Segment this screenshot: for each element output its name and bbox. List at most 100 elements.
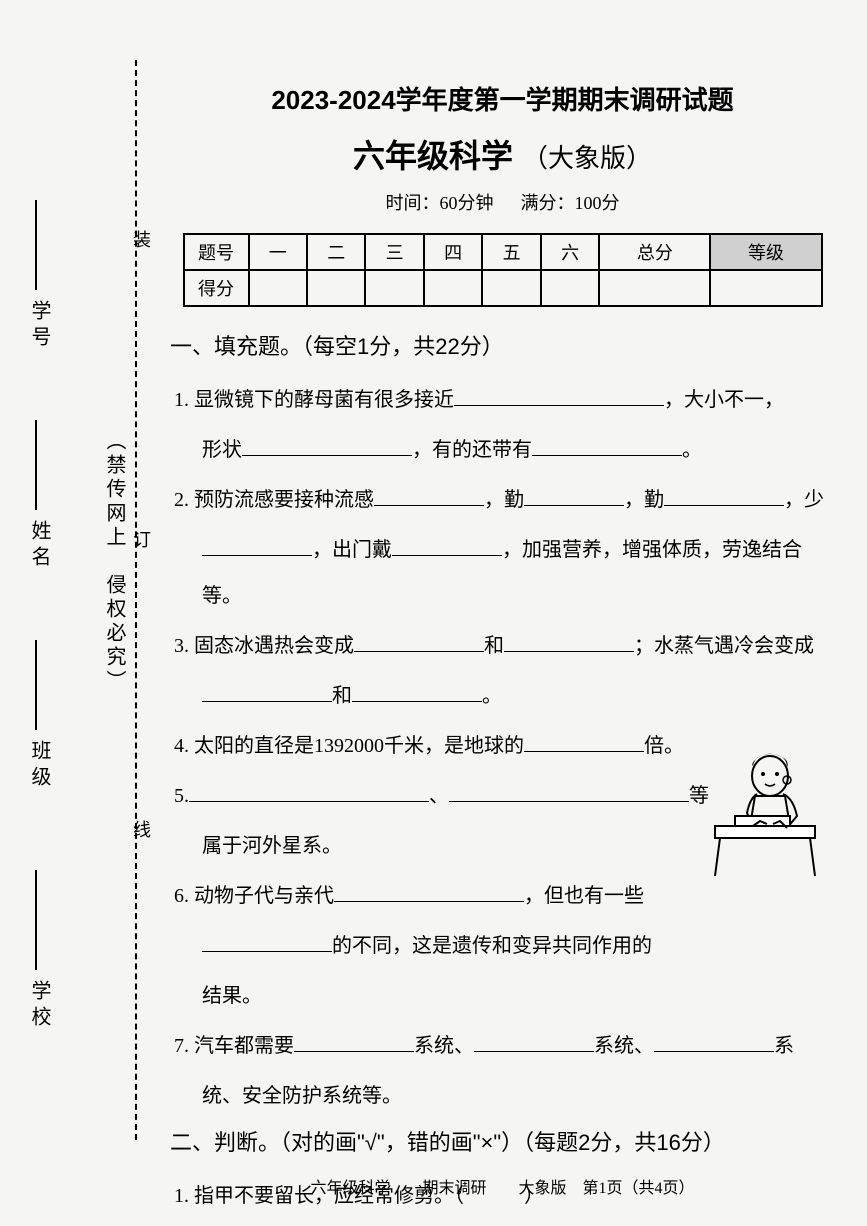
main-content: 2023-2024学年度第一学期期末调研试题 六年级科学 （大象版） 时间：60…	[170, 80, 835, 1223]
table-score-row: 得分	[184, 270, 822, 306]
score-table: 题号 一 二 三 四 五 六 总分 等级 得分	[183, 233, 823, 307]
blank-input[interactable]	[392, 534, 502, 556]
q7-line2: 统、安全防护系统等。	[170, 1073, 835, 1119]
q2-text: ，勤	[624, 489, 664, 511]
header-cell-grade: 等级	[710, 234, 821, 270]
blank-input[interactable]	[664, 484, 784, 506]
section-2-head: 二、判断。（对的画"√"，错的画"×"）（每题2分，共16分）	[170, 1125, 835, 1157]
title-main: 2023-2024学年度第一学期期末调研试题	[170, 80, 835, 117]
q7-text: 系	[774, 1035, 794, 1057]
copyright-text: （禁传网上 侵权必究）	[100, 430, 129, 694]
blank-input[interactable]	[202, 680, 332, 702]
header-cell: 五	[482, 234, 540, 270]
q2-line1: 2. 预防流感要接种流感 ，勤 ，勤 ，少	[170, 477, 835, 523]
blank-input[interactable]	[354, 630, 484, 652]
binding-mark-top: 装	[128, 230, 154, 248]
q3-text: ；水蒸气遇冷会变成	[634, 635, 814, 657]
title-sub: 六年级科学 （大象版）	[170, 131, 835, 177]
blank-input[interactable]	[352, 680, 482, 702]
q1-text: ，大小不一，	[664, 389, 784, 411]
q2-text: ，出门戴	[312, 539, 392, 561]
q1-line1: 1. 显微镜下的酵母菌有很多接近 ，大小不一，	[170, 377, 835, 423]
blank-input[interactable]	[474, 1030, 594, 1052]
underline-name	[35, 420, 37, 510]
time-label: 时间：60分钟	[386, 193, 494, 213]
q3-text: 3. 固态冰遇热会变成	[174, 635, 354, 657]
q7-text: 统、安全防护系统等。	[202, 1085, 402, 1107]
q1-text: 。	[682, 439, 702, 461]
student-studying-icon	[705, 748, 825, 878]
binding-mark-bot: 线	[128, 820, 154, 838]
label-number: 学号	[25, 300, 54, 352]
header-cell: 题号	[184, 234, 249, 270]
q2-text: 2. 预防流感要接种流感	[174, 489, 374, 511]
blank-input[interactable]	[334, 880, 524, 902]
q7-text: 系统、	[414, 1035, 474, 1057]
header-cell: 三	[365, 234, 423, 270]
q7-text: 7. 汽车都需要	[174, 1035, 294, 1057]
q6-line2: 的不同，这是遗传和变异共同作用的	[170, 923, 835, 969]
score-cell[interactable]	[482, 270, 540, 306]
blank-input[interactable]	[532, 434, 682, 456]
q6-text: 6. 动物子代与亲代	[174, 885, 334, 907]
q6-text: 结果。	[202, 985, 262, 1007]
q3-text: 和	[332, 685, 352, 707]
q6-text: 的不同，这是遗传和变异共同作用的	[332, 935, 652, 957]
label-school: 学校	[25, 980, 54, 1032]
q7-text: 系统、	[594, 1035, 654, 1057]
q7-line1: 7. 汽车都需要 系统、 系统、 系	[170, 1023, 835, 1069]
full-score-label: 满分：100分	[521, 193, 620, 213]
q4-text: 4. 太阳的直径是1392000千米，是地球的	[174, 735, 524, 757]
q5-text: 5.	[174, 785, 189, 807]
header-cell: 总分	[599, 234, 710, 270]
score-cell[interactable]	[599, 270, 710, 306]
score-cell[interactable]	[424, 270, 482, 306]
label-name: 姓名	[25, 520, 54, 572]
binding-mark-mid: 订	[128, 530, 154, 548]
underline-school	[35, 870, 37, 970]
exam-meta: 时间：60分钟 满分：100分	[170, 189, 835, 215]
q1-text: 形状	[202, 439, 242, 461]
page-footer: 六年级科学 期末调研 大象版 第1页（共4页）	[170, 1174, 835, 1198]
blank-input[interactable]	[454, 384, 664, 406]
blank-input[interactable]	[524, 730, 644, 752]
q2-text: ，勤	[484, 489, 524, 511]
score-row-head: 得分	[184, 270, 249, 306]
score-cell[interactable]	[307, 270, 365, 306]
score-cell[interactable]	[710, 270, 821, 306]
q6-line1: 6. 动物子代与亲代，但也有一些	[170, 873, 835, 919]
blank-input[interactable]	[202, 534, 312, 556]
binding-dashed-line	[135, 60, 137, 1140]
q1-text: ，有的还带有	[412, 439, 532, 461]
q1-text: 1. 显微镜下的酵母菌有很多接近	[174, 389, 454, 411]
blank-input[interactable]	[189, 780, 429, 802]
blank-input[interactable]	[374, 484, 484, 506]
blank-input[interactable]	[654, 1030, 774, 1052]
q6-line3: 结果。	[170, 973, 835, 1019]
q2-text: ，少	[784, 489, 824, 511]
blank-input[interactable]	[504, 630, 634, 652]
q4-text: 倍。	[644, 735, 684, 757]
header-cell: 二	[307, 234, 365, 270]
q5-text: 、	[429, 785, 449, 807]
underline-number	[35, 200, 37, 290]
q5-text: 属于河外星系。	[202, 835, 342, 857]
blank-input[interactable]	[449, 780, 689, 802]
blank-input[interactable]	[202, 930, 332, 952]
label-class: 班级	[25, 740, 54, 792]
score-cell[interactable]	[249, 270, 307, 306]
q3-text: 。	[482, 685, 502, 707]
blank-input[interactable]	[242, 434, 412, 456]
page: 学号 姓名 班级 学校 （禁传网上 侵权必究） 装 订 线 2023-2024学…	[0, 0, 867, 1226]
q3-line1: 3. 固态冰遇热会变成和；水蒸气遇冷会变成	[170, 623, 835, 669]
score-cell[interactable]	[541, 270, 599, 306]
header-cell: 四	[424, 234, 482, 270]
header-cell: 一	[249, 234, 307, 270]
q2-line2: ，出门戴，加强营养，增强体质，劳逸结合等。	[170, 527, 835, 619]
underline-class	[35, 640, 37, 730]
blank-input[interactable]	[294, 1030, 414, 1052]
blank-input[interactable]	[524, 484, 624, 506]
edition-version: （大象版）	[522, 143, 652, 173]
subject-title: 六年级科学	[353, 138, 513, 174]
score-cell[interactable]	[365, 270, 423, 306]
